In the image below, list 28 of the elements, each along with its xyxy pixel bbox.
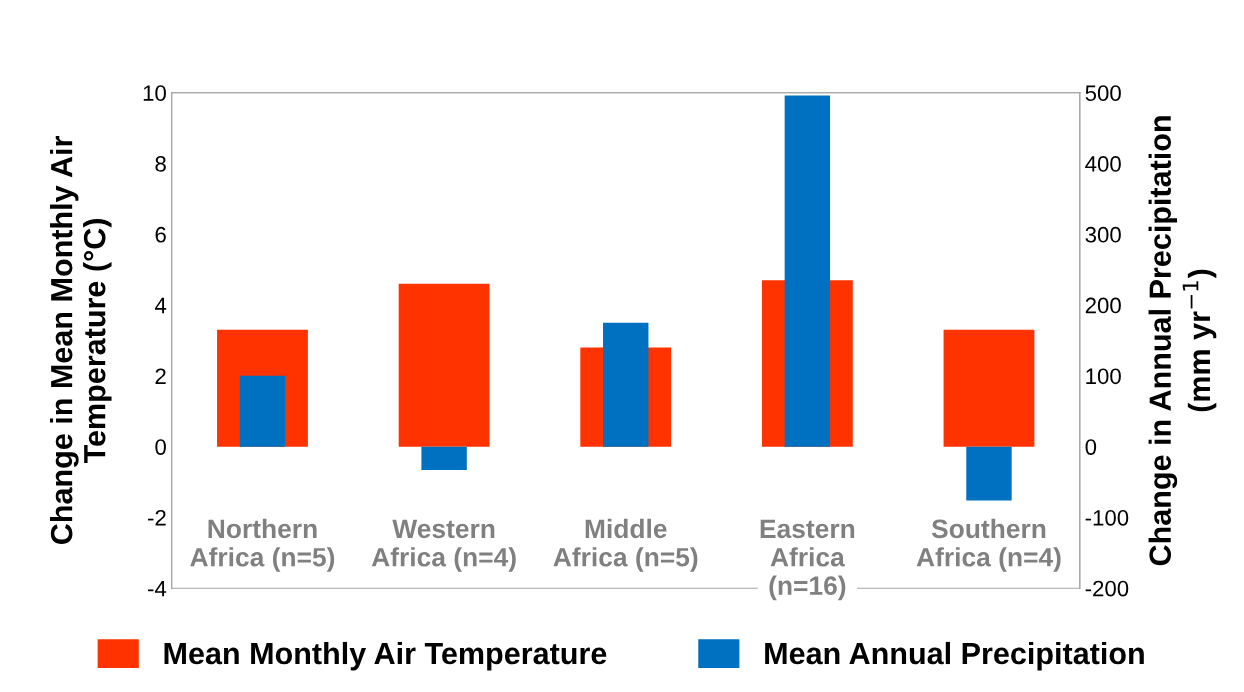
y2-tick-label: 300: [1085, 226, 1121, 243]
x-tick-label: Southern Africa (n=4): [916, 518, 1061, 572]
y2-tick-label: 500: [1085, 85, 1121, 101]
y-tick-label: 4: [154, 297, 167, 314]
x-tick-label: Western Africa (n=4): [371, 519, 516, 572]
x-tick-label: Northern Africa (n=5): [190, 518, 335, 572]
y-tick-label: 10: [143, 85, 166, 101]
x-tick-label: Eastern Africa (n=16): [760, 519, 855, 601]
y2-tick-label: -200: [1085, 580, 1129, 597]
y-tick-label: 0: [155, 439, 166, 455]
y2-tick-label: 0: [1085, 439, 1097, 455]
y-tick-label: 8: [155, 156, 166, 172]
y-tick-label: 2: [155, 368, 166, 384]
bar: [421, 446, 467, 470]
y-tick-label: -4: [148, 580, 167, 597]
bar: [966, 446, 1012, 501]
y2-tick-label: -100: [1085, 509, 1129, 526]
legend-label: Mean Monthly Air Temperature: [164, 641, 607, 671]
x-tick-label: Middle Africa (n=5): [553, 518, 698, 572]
y-tick-label: -2: [148, 509, 166, 526]
bar: [239, 375, 286, 447]
y2-axis-title: Change in Annual Precipitation (mm yr$^{−1}$): [1148, 116, 1217, 566]
y2-tick-label: 200: [1085, 297, 1121, 314]
y-tick-label: 6: [155, 226, 166, 243]
legend-label: Mean Annual Precipitation: [765, 641, 1144, 671]
y-axis-title: Change in Mean Monthly Air Temperature (°C): [50, 136, 112, 545]
y2-tick-label: 400: [1085, 156, 1121, 172]
y2-tick-label: 100: [1086, 368, 1121, 385]
